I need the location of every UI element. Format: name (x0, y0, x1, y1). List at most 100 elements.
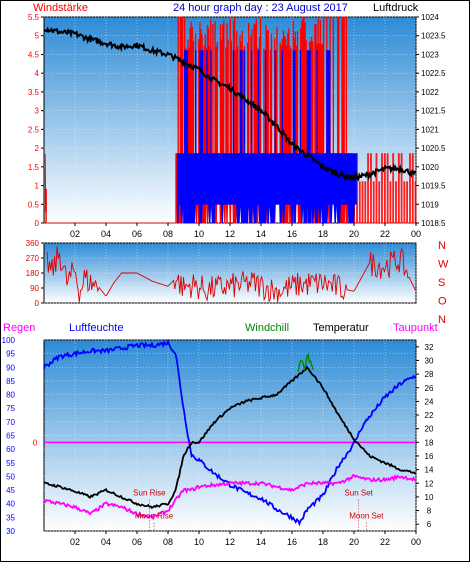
hour-tick-label: 22 (380, 537, 390, 547)
direction-tick-label: 180 (26, 269, 40, 278)
pressure-line (43, 26, 417, 182)
hour-tick-label: 06 (132, 537, 142, 547)
humidity-tick-label: 40 (6, 500, 15, 509)
humidity-tick-label: 30 (6, 527, 15, 536)
hour-tick-label: 18 (318, 537, 328, 547)
wind-axis-title: Windstärke (33, 2, 88, 14)
compass-label: S (438, 277, 445, 289)
temperature-tick-label: 6 (427, 520, 432, 529)
pressure-tick-label: 1021 (421, 125, 439, 134)
humidity-tick-label: 45 (6, 486, 15, 495)
humidity-tick-label: 65 (6, 432, 15, 441)
temperature-tick-label: 30 (425, 356, 434, 365)
wind-tick-label: 1 (35, 182, 40, 191)
wind-tick-label: 2 (35, 144, 40, 153)
humidity-tick-label: 95 (6, 350, 15, 359)
pressure-tick-label: 1022.5 (421, 69, 446, 78)
humidity-tick-label: 35 (6, 513, 15, 522)
wind-direction-line (46, 246, 416, 303)
humidity-tick-label: 80 (6, 391, 15, 400)
direction-tick-label: 90 (30, 284, 39, 293)
pressure-tick-label: 1024 (421, 13, 439, 22)
temperature-tick-label: 8 (427, 507, 432, 516)
temperature-tick-label: 10 (425, 493, 434, 502)
wind-tick-label: 4.5 (28, 50, 40, 59)
temperature-tick-label: 24 (425, 397, 434, 406)
pressure-tick-label: 1020.5 (421, 144, 446, 153)
wind-tick-label: 3.5 (28, 88, 40, 97)
compass-label: N (438, 314, 446, 326)
hour-tick-label: 08 (163, 537, 173, 547)
wind-direction-tick-labels: 360 270 180 90 0 (26, 239, 44, 308)
wind-tick-label: 4 (35, 69, 40, 78)
compass-label: O (438, 296, 447, 308)
temperature-tick-label: 12 (425, 479, 434, 488)
wind-tick-label: 2.5 (28, 125, 40, 134)
temperature-tick-label: 16 (425, 452, 434, 461)
direction-tick-label: 0 (35, 299, 40, 308)
windchill-line (297, 352, 314, 372)
chart-title: 24 hour graph day : 23 August 2017 (173, 2, 348, 14)
hour-tick-label: 16 (287, 229, 297, 239)
hour-tick-label: 12 (225, 537, 235, 547)
humidity-tick-label: 90 (6, 363, 15, 372)
humidity-tick-label: 75 (6, 404, 15, 413)
pressure-tick-label: 1023.5 (421, 32, 446, 41)
wind-direction-line-group (46, 246, 416, 303)
wind-tick-label: 5.5 (28, 13, 40, 22)
pressure-tick-label: 1023 (421, 50, 439, 59)
wind-tick-label: 0.5 (28, 200, 40, 209)
wind-tick-label: 3 (35, 107, 40, 116)
hour-tick-label: 08 (163, 229, 173, 239)
temperature-line (43, 365, 417, 510)
temperature-tick-label: 26 (425, 384, 434, 393)
pressure-tick-label: 1021.5 (421, 107, 446, 116)
wind-tick-label: 5 (35, 32, 40, 41)
moon-set-label: Moon Set (349, 512, 384, 521)
hour-tick-label: 14 (256, 229, 266, 239)
hour-tick-label: 04 (101, 229, 111, 239)
compass-label: N (438, 240, 446, 252)
wind-gust-bars (176, 50, 357, 224)
temperature-legend: Temperatur (313, 322, 369, 334)
hour-tick-label: 00 (411, 229, 421, 239)
temperature-tick-label: 20 (425, 425, 434, 434)
hour-tick-label: 16 (287, 537, 297, 547)
humidity-tick-label: 60 (6, 445, 15, 454)
dewpoint-line (43, 473, 417, 521)
wind-tick-label: 1.5 (28, 163, 40, 172)
sun-rise-label: Sun Rise (133, 489, 166, 498)
wind-pressure-tick-labels: 5.5 5 4.5 4 3.5 3 2.5 2 1.5 1 0.5 0 1024 1023.5 1023 10… (28, 13, 446, 239)
temperature-tick-label: 28 (425, 370, 434, 379)
direction-tick-label: 270 (26, 254, 40, 263)
astro-event-labels: Sun Rise Moon Rise Sun Set Moon Set (133, 489, 384, 531)
climate-tick-labels: 1009590858075706560555045403530323028262… (2, 336, 434, 547)
compass-label: W (438, 259, 449, 271)
hour-tick-label: 02 (70, 537, 80, 547)
temperature-tick-label: 22 (425, 411, 434, 420)
humidity-tick-label: 50 (6, 472, 15, 481)
pressure-axis-title: Luftdruck (373, 2, 419, 14)
moon-rise-label: Moon Rise (135, 512, 174, 521)
humidity-tick-label: 55 (6, 459, 15, 468)
hour-tick-label: 22 (380, 229, 390, 239)
temperature-tick-label: 18 (425, 438, 434, 447)
hour-tick-label: 12 (225, 229, 235, 239)
pressure-tick-label: 1019 (421, 200, 439, 209)
rain-tick-label: 0 (33, 438, 38, 447)
hour-tick-label: 00 (411, 537, 421, 547)
hour-tick-label: 18 (318, 229, 328, 239)
humidity-axis-title: Luftfeuchte (69, 322, 123, 334)
hour-tick-label: 20 (349, 537, 359, 547)
temperature-tick-label: 14 (425, 466, 434, 475)
pressure-tick-label: 1018.5 (421, 219, 446, 228)
direction-tick-label: 360 (26, 239, 40, 248)
humidity-tick-label: 70 (6, 418, 15, 427)
humidity-tick-label: 100 (2, 336, 16, 345)
hour-tick-label: 14 (256, 537, 266, 547)
humidity-line (43, 338, 417, 527)
rain-axis-title: Regen (3, 322, 35, 334)
